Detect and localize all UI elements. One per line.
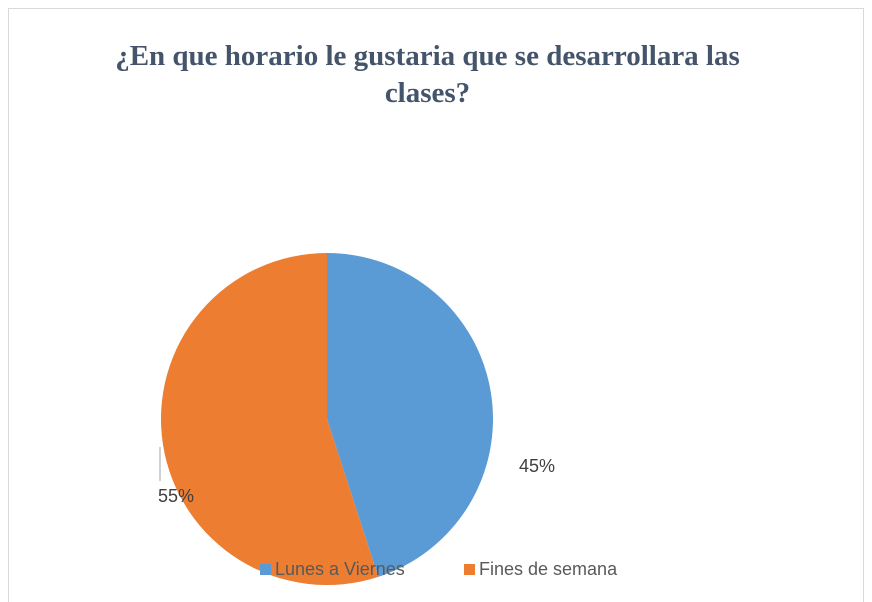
legend-swatch [464,564,475,575]
legend-label: Fines de semana [479,559,618,579]
data-label: 55% [158,486,194,506]
pie-slice [160,252,379,585]
legend-label: Lunes a Viernes [275,559,405,579]
pie-slice [327,253,493,577]
chart-border [8,8,864,602]
legend-swatch [260,564,271,575]
data-label: 45% [519,456,555,476]
chart-title: ¿En que horario le gustaria que se desar… [115,40,740,109]
